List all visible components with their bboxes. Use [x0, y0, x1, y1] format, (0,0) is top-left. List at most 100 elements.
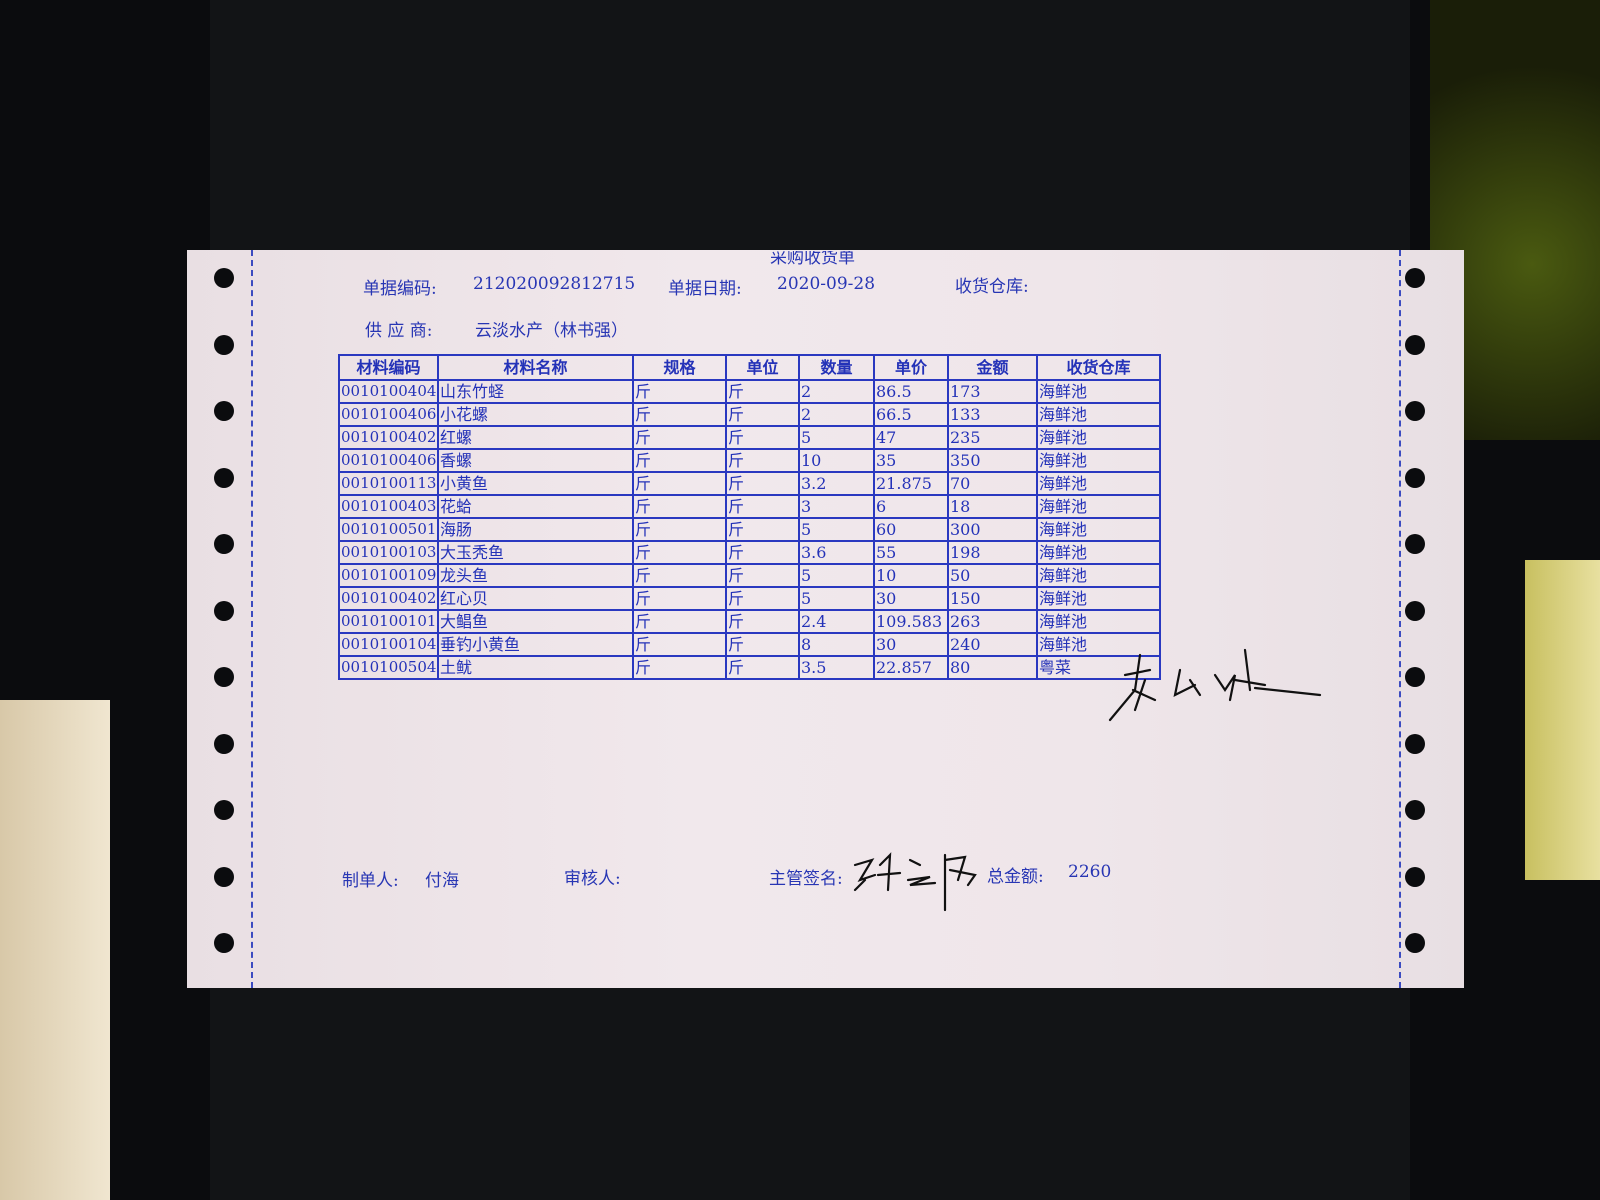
- tractor-hole: [214, 334, 234, 355]
- column-header: 材料名称: [437, 354, 634, 381]
- table-row: 0010100402 红心贝斤斤 5 30 150 海鲜池: [338, 586, 1161, 611]
- tractor-hole: [1405, 733, 1425, 754]
- column-header: 单价: [873, 354, 949, 381]
- table-cell: 红螺: [437, 425, 634, 450]
- table-row: 0010100406 香螺斤斤 10 35 350 海鲜池: [338, 448, 1161, 473]
- table-row: 0010100406 小花螺斤斤 2 66.5 133 海鲜池: [338, 402, 1161, 427]
- items-table: 材料编码 材料名称 规格 单位 数量 单价 金额 收货仓库 0010100404 山东竹蛏斤斤 2…: [338, 354, 1161, 680]
- table-cell: 海鲜池: [1036, 586, 1161, 611]
- table-cell: 18: [947, 494, 1038, 519]
- tractor-hole: [1405, 467, 1425, 488]
- table-cell: 垂钓小黄鱼: [437, 632, 634, 657]
- table-cell: 21.875: [873, 471, 949, 496]
- table-cell: 8: [798, 632, 875, 657]
- table-header: 材料编码 材料名称 规格 单位 数量 单价 金额 收货仓库: [338, 354, 1161, 381]
- table-cell: 斤: [725, 609, 800, 634]
- table-cell: 龙头鱼: [437, 563, 634, 588]
- tractor-hole: [214, 667, 234, 687]
- table-cell: 斤: [632, 517, 727, 542]
- table-cell: 斤: [725, 448, 800, 473]
- table-cell: 235: [947, 425, 1038, 450]
- column-header: 金额: [947, 354, 1038, 381]
- table-cell: 55: [873, 540, 949, 565]
- table-cell: 斤: [632, 655, 727, 680]
- table-cell: 斤: [632, 425, 727, 450]
- tractor-hole: [214, 600, 234, 621]
- tractor-hole: [1405, 401, 1425, 421]
- table-cell: 109.583: [873, 609, 949, 634]
- table-cell: 0010100402: [338, 586, 439, 611]
- tractor-hole: [1405, 534, 1425, 554]
- table-cell: 海鲜池: [1036, 517, 1161, 542]
- table-cell: 斤: [725, 425, 800, 450]
- perforation-left: [251, 250, 253, 988]
- table-cell: 海鲜池: [1036, 494, 1161, 519]
- reviewer-label: 审核人:: [564, 869, 621, 889]
- table-cell: 0010100101: [338, 609, 439, 634]
- table-cell: 海鲜池: [1036, 402, 1161, 427]
- table-row: 0010100402 红螺斤斤 5 47 235 海鲜池: [338, 425, 1161, 450]
- table-cell: 240: [947, 632, 1038, 657]
- table-cell: 0010100104: [338, 632, 439, 657]
- table-cell: 斤: [725, 655, 800, 680]
- warehouse-label: 收货仓库:: [955, 277, 1029, 297]
- table-cell: 斤: [725, 517, 800, 542]
- column-header: 规格: [632, 354, 727, 381]
- bill-date: 2020-09-28: [777, 274, 876, 294]
- table-cell: 斤: [725, 494, 800, 519]
- table-cell: 斤: [632, 632, 727, 657]
- bill-no-label: 单据编码:: [363, 279, 437, 299]
- table-cell: 海肠: [437, 517, 634, 542]
- tractor-hole: [214, 866, 234, 887]
- table-cell: 斤: [632, 586, 727, 611]
- table-cell: 22.857: [873, 655, 949, 680]
- tractor-hole: [1405, 800, 1425, 820]
- table-cell: 70: [947, 471, 1038, 496]
- table-cell: 0010100109: [338, 563, 439, 588]
- table-row: 0010100403 花蛤斤斤 3 6 18 海鲜池: [338, 494, 1161, 519]
- tractor-hole: [1405, 334, 1425, 355]
- table-cell: 3.2: [798, 471, 875, 496]
- table-cell: 10: [873, 563, 949, 588]
- table-cell: 海鲜池: [1036, 425, 1161, 450]
- table-cell: 斤: [632, 448, 727, 473]
- table-cell: 35: [873, 448, 949, 473]
- table-cell: 大玉秃鱼: [437, 540, 634, 565]
- table-cell: 海鲜池: [1036, 448, 1161, 473]
- table-cell: 5: [798, 586, 875, 611]
- table-row: 0010100504 土鱿斤斤 3.5 22.857 80 粤菜: [338, 655, 1161, 680]
- table-row: 0010100103 大玉秃鱼斤斤 3.6 55 198 海鲜池: [338, 540, 1161, 565]
- tractor-hole: [214, 467, 234, 488]
- table-cell: 土鱿: [437, 655, 634, 680]
- table-row: 0010100101 大鲳鱼斤斤 2.4 109.583 263 海鲜池: [338, 609, 1161, 634]
- table-cell: 斤: [725, 379, 800, 404]
- tractor-hole: [1405, 667, 1425, 687]
- column-header: 材料编码: [338, 354, 439, 381]
- table-cell: 66.5: [873, 402, 949, 427]
- supervisor-label: 主管签名:: [769, 869, 843, 889]
- table-row: 0010100404 山东竹蛏斤斤 2 86.5 173 海鲜池: [338, 379, 1161, 404]
- table-cell: 2: [798, 379, 875, 404]
- background-object: [0, 700, 110, 1200]
- table-cell: 86.5: [873, 379, 949, 404]
- table-cell: 斤: [725, 402, 800, 427]
- table-cell: 斤: [632, 540, 727, 565]
- table-cell: 0010100406: [338, 402, 439, 427]
- table-cell: 海鲜池: [1036, 540, 1161, 565]
- table-cell: 海鲜池: [1036, 379, 1161, 404]
- table-cell: 小花螺: [437, 402, 634, 427]
- table-cell: 斤: [632, 402, 727, 427]
- table-cell: 花蛤: [437, 494, 634, 519]
- table-cell: 50: [947, 563, 1038, 588]
- table-cell: 斤: [725, 540, 800, 565]
- table-cell: 3: [798, 494, 875, 519]
- table-cell: 斤: [632, 471, 727, 496]
- supplier-label: 供 应 商:: [365, 321, 433, 341]
- bill-date-label: 单据日期:: [668, 279, 742, 299]
- table-cell: 30: [873, 632, 949, 657]
- table-cell: 斤: [725, 471, 800, 496]
- table-cell: 0010100406: [338, 448, 439, 473]
- table-cell: 133: [947, 402, 1038, 427]
- document-title: 采购收货单: [770, 248, 855, 268]
- tractor-hole: [214, 933, 234, 953]
